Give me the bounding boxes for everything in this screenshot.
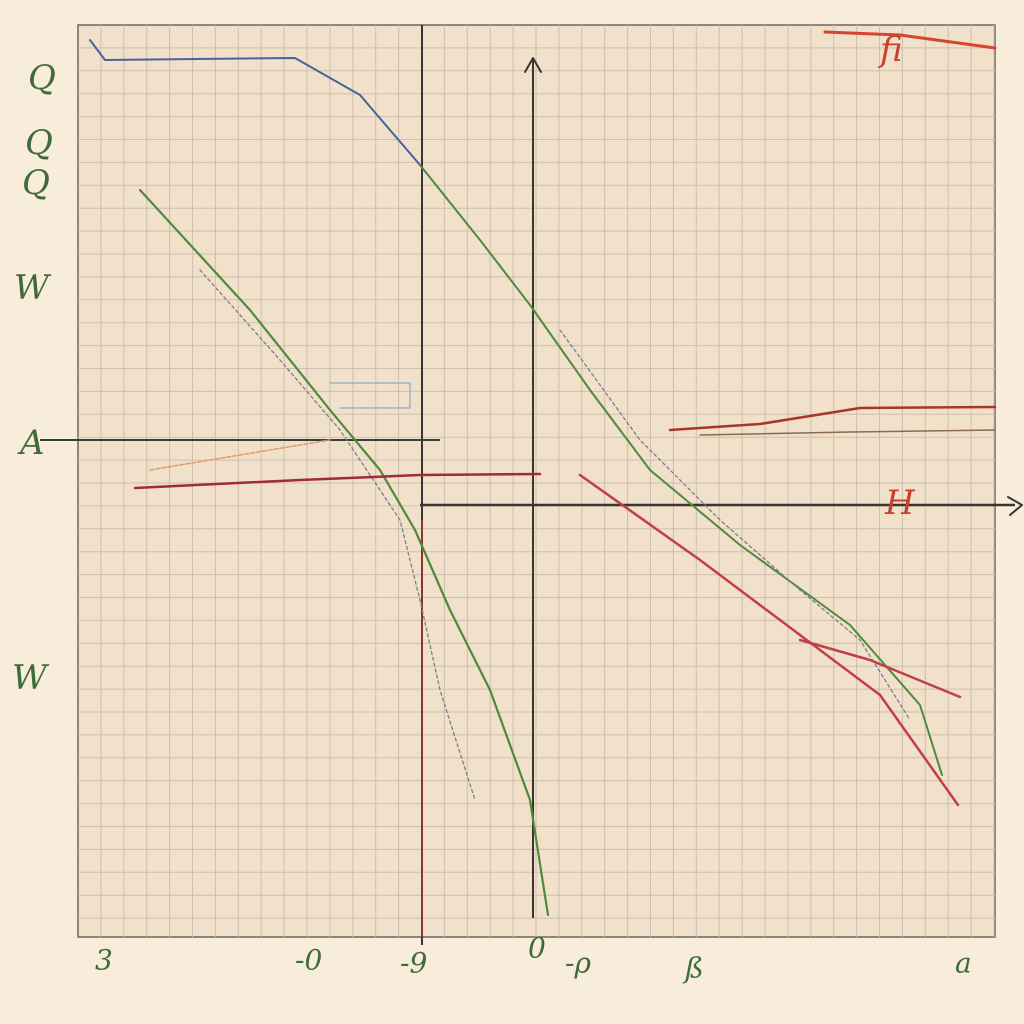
green-curve xyxy=(419,164,943,776)
bottom-label: 0 xyxy=(528,932,546,965)
left-label: Q xyxy=(22,163,50,203)
left-label: A xyxy=(17,423,45,463)
axis-arrow xyxy=(1007,496,1023,516)
brown-curve xyxy=(699,429,996,436)
dotted-curve xyxy=(559,329,911,721)
axis-arrow xyxy=(524,57,542,73)
left-label: Q xyxy=(25,123,53,163)
red-curve xyxy=(133,472,542,490)
left-label: W xyxy=(12,658,50,698)
bottom-label: a xyxy=(955,947,972,980)
bottom-label: -0 xyxy=(295,944,322,977)
green-curve xyxy=(138,188,550,917)
right-label: H xyxy=(884,483,916,523)
dotted-curve xyxy=(199,269,476,801)
red-curve xyxy=(578,473,960,807)
top-right-label: fi xyxy=(877,30,903,70)
blue-curve xyxy=(89,39,421,166)
bottom-label: -9 xyxy=(400,947,427,980)
bottom-label: -ρ xyxy=(565,947,591,980)
red-curve xyxy=(823,30,997,50)
left-label: W xyxy=(14,268,52,308)
red-curve xyxy=(798,638,962,699)
blue-sketch xyxy=(329,382,411,409)
bottom-label: 3 xyxy=(95,944,113,977)
bottom-label: ß xyxy=(682,952,704,985)
grid xyxy=(78,25,995,937)
left-label: Q xyxy=(28,58,56,98)
orange-curve xyxy=(149,439,331,471)
red-curve xyxy=(668,405,997,432)
